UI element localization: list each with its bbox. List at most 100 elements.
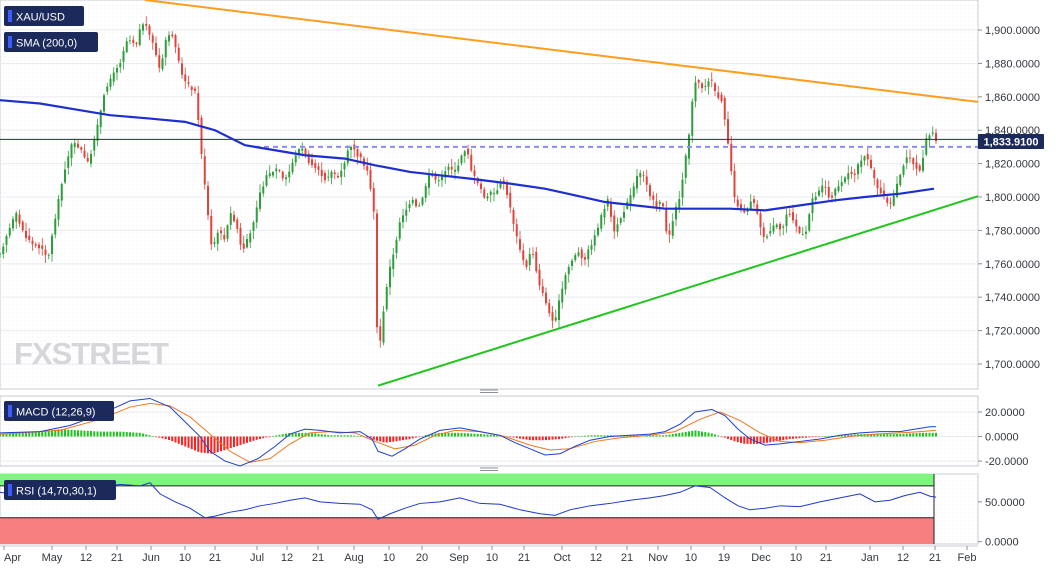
macd-histogram-bar: [597, 435, 599, 437]
candle-body: [99, 110, 102, 128]
candle-body: [902, 165, 905, 175]
macd-histogram-bar: [584, 435, 586, 437]
macd-histogram-bar: [447, 432, 450, 437]
macd-histogram-bar: [541, 436, 544, 441]
macd-histogram-bar: [606, 435, 609, 437]
candle-body: [467, 148, 469, 155]
candle-body: [304, 148, 307, 155]
macd-histogram-bar: [272, 435, 274, 437]
macd-histogram-bar: [389, 436, 391, 443]
macd-histogram-bar: [935, 432, 937, 437]
macd-histogram-bar: [408, 436, 411, 440]
macd-histogram-bar: [496, 435, 499, 437]
candle-body: [307, 153, 310, 163]
candle-body: [772, 225, 775, 232]
macd-histogram-bar: [28, 432, 31, 437]
candle-body: [90, 153, 92, 164]
legend-box-rsi[interactable]: RSI (14,70,30,1): [4, 480, 116, 500]
candle-body: [281, 171, 284, 179]
candle-body: [408, 204, 411, 209]
x-tick-label: 10: [685, 552, 697, 564]
candle-body: [649, 185, 651, 197]
x-tick-label: May: [42, 552, 63, 564]
candle-body: [730, 143, 733, 172]
candle-body: [798, 226, 801, 233]
candle-body: [704, 86, 707, 87]
legend-box-sma[interactable]: SMA (200,0): [4, 32, 98, 52]
candle-body: [502, 180, 505, 183]
macd-histogram-bar: [0, 434, 1, 437]
rsi-y-axis: 50.0000 0.0000: [978, 497, 1025, 549]
macd-histogram-bar: [184, 436, 187, 447]
candle-body: [138, 29, 141, 45]
macd-histogram-bar: [460, 432, 463, 437]
macd-histogram-bar: [714, 434, 716, 437]
macd-histogram-bar: [242, 436, 245, 444]
candle-body: [613, 215, 616, 232]
candle-body: [239, 227, 242, 245]
macd-histogram-bar: [723, 436, 726, 438]
candle-body: [197, 93, 200, 120]
macd-histogram-bar: [103, 431, 105, 437]
candle-body: [788, 213, 791, 215]
macd-histogram-bar: [233, 436, 235, 448]
x-tick-label: 12: [80, 552, 92, 564]
legend-box-xauusd[interactable]: XAU/USD: [4, 6, 84, 26]
panel-resize-handle-2[interactable]: [480, 467, 498, 471]
candle-body: [775, 224, 778, 228]
macd-histogram-bar: [912, 433, 915, 437]
candle-body: [213, 242, 216, 244]
price-y-axis: 1,900.00001,880.00001,860.00001,840.0000…: [978, 25, 1040, 371]
macd-histogram-bar: [34, 431, 37, 437]
macd-histogram-bar: [535, 436, 538, 441]
candle-body: [262, 186, 265, 194]
price-gridlines: [0, 29, 978, 365]
legend-box-macd[interactable]: MACD (12,26,9): [4, 401, 114, 421]
macd-histogram-bar: [775, 436, 778, 442]
macd-histogram-bar: [51, 430, 53, 437]
macd-line: [0, 397, 936, 467]
macd-histogram-bar: [545, 436, 547, 441]
macd-histogram-bar: [324, 434, 326, 437]
macd-histogram-bar: [164, 436, 167, 440]
candle-body: [93, 139, 96, 151]
candle-body: [320, 169, 323, 177]
candle-body: [177, 47, 180, 61]
candle-body: [246, 239, 248, 248]
candle-body: [324, 172, 326, 181]
candle-body: [658, 201, 661, 205]
macd-histogram-bar: [580, 435, 583, 437]
candle-body: [187, 82, 190, 84]
macd-histogram-bar: [226, 436, 229, 450]
rsi-y-tick-label: 50.0000: [985, 497, 1025, 509]
candle-body: [918, 165, 921, 171]
macd-histogram-bar: [415, 436, 417, 438]
macd-histogram-bar: [181, 436, 183, 446]
candle-body: [886, 197, 889, 203]
candle-body: [642, 174, 645, 176]
candle-body: [603, 208, 606, 218]
macd-histogram-bar: [463, 433, 466, 437]
candle-body: [184, 74, 187, 82]
candle-body: [863, 156, 866, 161]
candle-body: [54, 218, 57, 235]
macd-histogram-bar: [886, 434, 889, 437]
candle-body: [597, 227, 599, 236]
macd-histogram-bar: [814, 436, 817, 438]
macd-histogram-bar: [554, 436, 557, 440]
candle-body: [483, 189, 486, 198]
macd-histogram-bar: [652, 435, 655, 437]
candle-body: [34, 244, 37, 246]
macd-histogram-bar: [717, 435, 720, 437]
candle-body: [616, 224, 619, 232]
macd-histogram-bar: [213, 436, 216, 454]
macd-histogram-bar: [138, 432, 141, 437]
panel-resize-handle[interactable]: [480, 389, 498, 393]
candle-body: [571, 260, 573, 266]
candle-body: [223, 234, 226, 240]
macd-histogram-bar: [733, 436, 736, 442]
macd-histogram-bar: [808, 436, 811, 438]
candle-body: [392, 254, 395, 270]
macd-histogram-bar: [827, 435, 830, 437]
macd-histogram-bar: [25, 432, 27, 437]
